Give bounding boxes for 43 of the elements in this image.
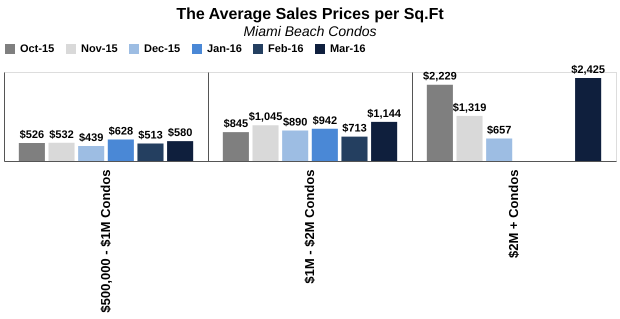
legend-label: Jan-16: [207, 43, 242, 55]
data-label: $2,425: [571, 64, 605, 76]
legend-label: Oct-15: [20, 43, 54, 55]
data-label: $845: [224, 118, 248, 130]
data-label: $713: [342, 122, 367, 135]
x-tick-label: $500,000 - $1M Condos: [98, 170, 113, 313]
bar: [222, 132, 249, 161]
bar: [18, 142, 45, 161]
legend-label: Dec-15: [144, 43, 180, 55]
bar: [312, 128, 338, 161]
data-label: $439: [78, 132, 104, 144]
data-label: $513: [138, 129, 163, 142]
data-label: $1,144: [367, 108, 402, 120]
data-label: $657: [486, 124, 512, 137]
data-label: $2,229: [423, 70, 457, 83]
data-label: $942: [312, 114, 338, 127]
data-label: $1,045: [248, 111, 282, 124]
bar: [282, 130, 308, 161]
bar: [341, 136, 368, 161]
chart-subtitle: Miami Beach Condos: [243, 23, 377, 39]
data-label: $526: [20, 128, 44, 141]
bar: [137, 143, 164, 161]
bar: [108, 140, 134, 161]
bar: [371, 122, 398, 161]
bar: [48, 142, 75, 161]
bar: [575, 78, 602, 161]
data-label: $628: [108, 126, 134, 138]
x-tick-label: $2M + Condos: [506, 170, 521, 258]
data-label: $532: [49, 128, 74, 141]
bar: [456, 116, 483, 161]
legend-label: Mar-16: [330, 43, 366, 55]
data-label: $580: [168, 127, 192, 140]
bar: [486, 138, 512, 161]
bar: [167, 141, 194, 161]
data-label: $890: [282, 116, 308, 129]
data-label: $1,319: [452, 102, 486, 114]
chart-title: The Average Sales Prices per Sq.Ft: [176, 6, 444, 23]
bar: [78, 146, 104, 161]
bar: [252, 125, 279, 161]
x-tick-label: $1M - $2M Condos: [302, 170, 317, 284]
legend-label: Nov-15: [81, 43, 118, 55]
bar: [426, 84, 453, 161]
legend-label: Feb-16: [268, 43, 304, 55]
